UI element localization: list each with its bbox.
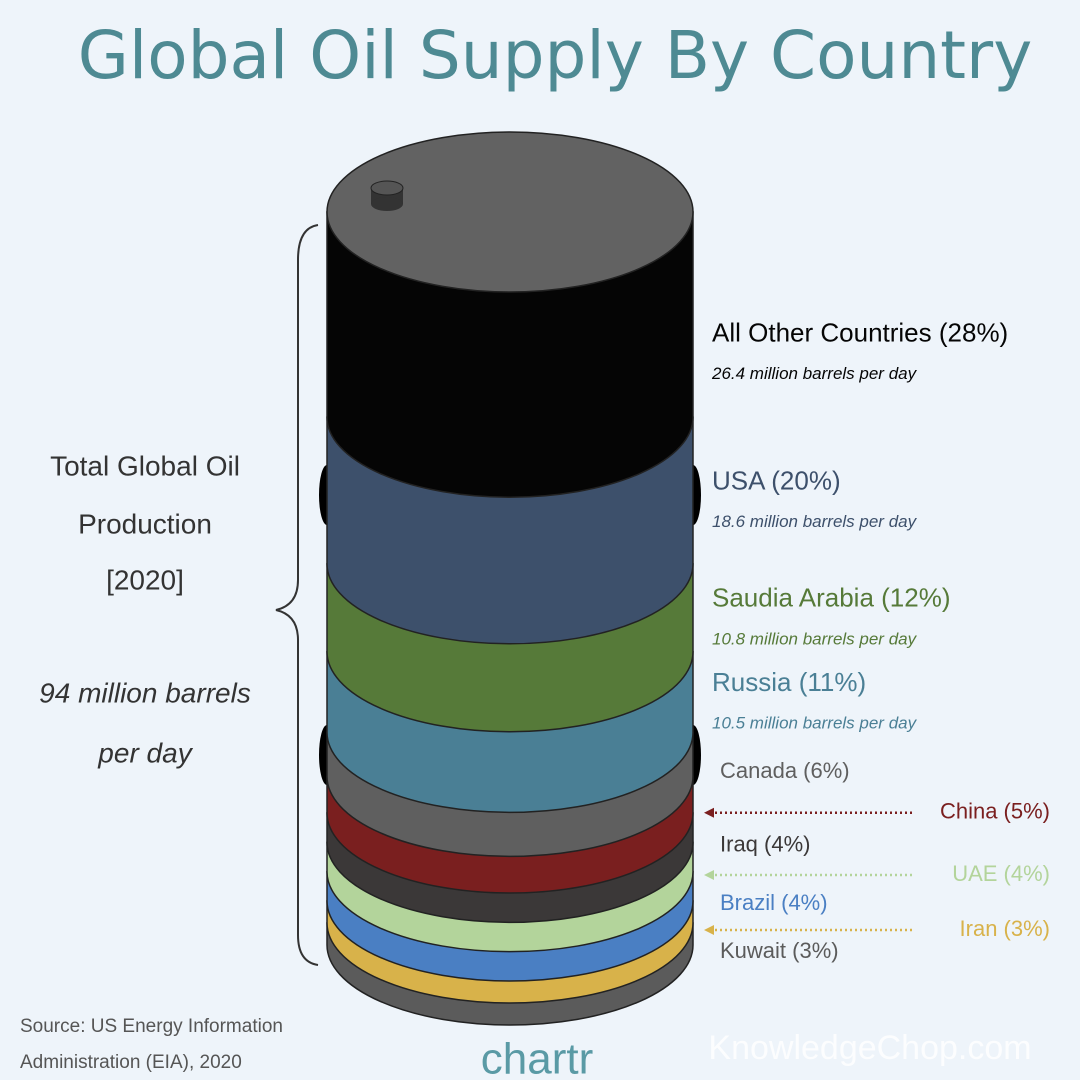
source: Administration (EIA), 2020 [20, 1052, 242, 1073]
pointer-head [704, 925, 714, 936]
legend-label: USA (20%) [712, 465, 841, 495]
value-detail: 18.6 million barrels per day [712, 512, 918, 531]
legend-label: China (5%) [940, 799, 1050, 824]
annotation: [2020] [106, 564, 184, 595]
barrel-top [326, 131, 694, 293]
legend-label: Canada (6%) [720, 758, 850, 783]
value-detail: 10.8 million barrels per day [712, 629, 918, 648]
source: Source: US Energy Information [20, 1016, 283, 1037]
legend-label: Saudia Arabia (12%) [712, 583, 950, 613]
legend-label: Kuwait (3%) [720, 938, 839, 963]
brace [275, 224, 319, 966]
annotation: Total Global Oil [50, 450, 240, 481]
legend-label: Iraq (4%) [720, 832, 810, 857]
barrel [319, 131, 701, 1026]
annotation: 94 million barrels [39, 677, 251, 708]
bung-top [370, 180, 404, 196]
pointer-head [704, 807, 714, 818]
value-detail: 10.5 million barrels per day [712, 714, 918, 733]
bung [371, 197, 403, 211]
annotation: Production [78, 508, 212, 539]
segment [326, 211, 694, 498]
value-detail: 26.4 million barrels per day [711, 364, 918, 383]
watermark: KnowledgeChop.com [708, 1029, 1031, 1067]
annotation: per day [97, 737, 193, 768]
chart-title: Global Oil Supply By Country [78, 17, 1033, 94]
brand: chartr [481, 1035, 593, 1080]
legend-label: Iran (3%) [960, 916, 1050, 941]
legend-label: Russia (11%) [712, 667, 866, 697]
legend-label: All Other Countries (28%) [712, 317, 1008, 347]
legend-label: Brazil (4%) [720, 890, 828, 915]
pointer-head [704, 870, 714, 881]
legend-label: UAE (4%) [952, 861, 1050, 886]
